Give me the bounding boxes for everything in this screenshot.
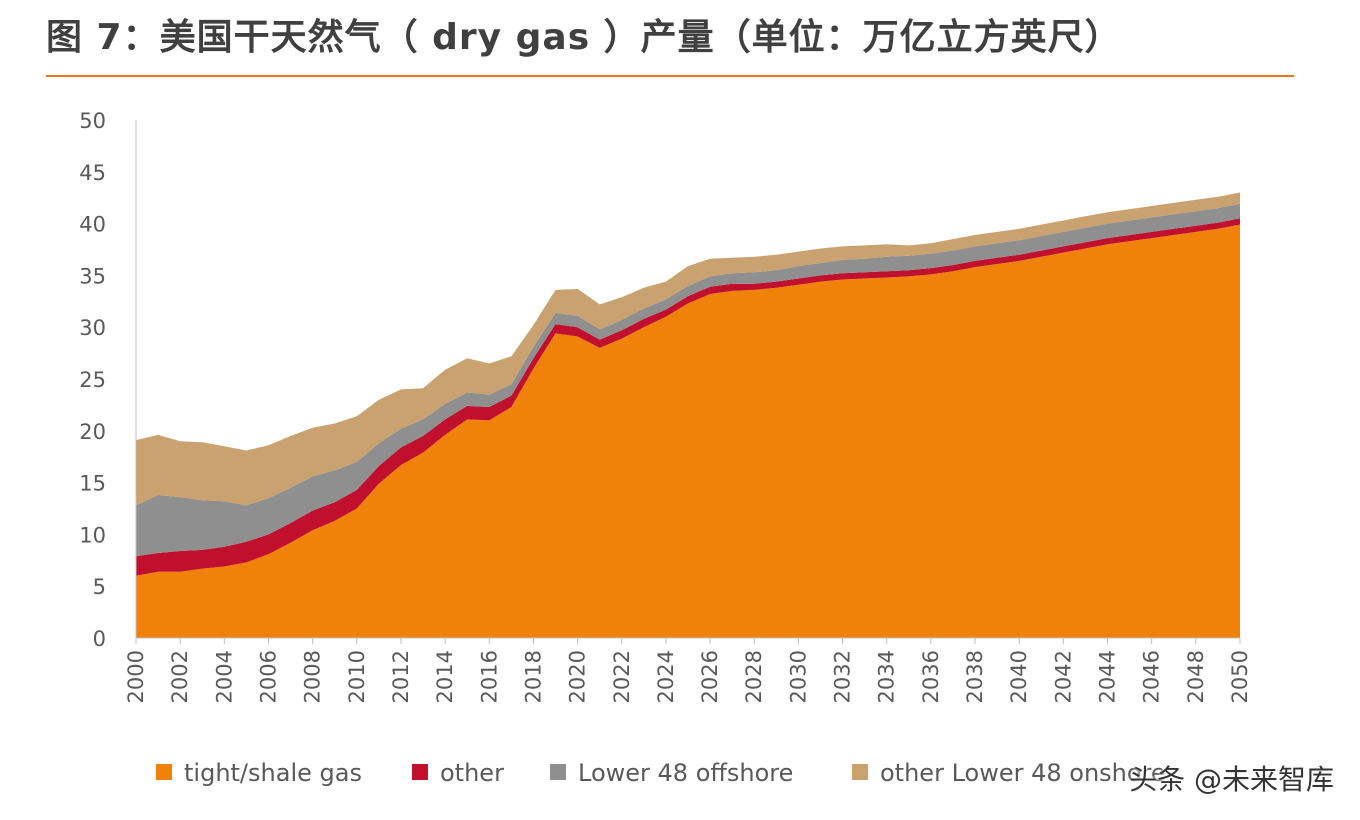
x-tick-label: 2018 xyxy=(521,650,545,703)
legend-swatch-other xyxy=(412,764,428,780)
chart-areas xyxy=(136,192,1240,638)
legend-swatch-lower-48-offshore xyxy=(550,764,566,780)
y-tick-label: 25 xyxy=(79,368,106,392)
x-tick-label: 2036 xyxy=(919,650,943,703)
chart-legend: tight/shale gas other Lower 48 offshore oth… xyxy=(156,759,1166,787)
x-tick-label: 2008 xyxy=(301,650,325,703)
y-tick-label: 35 xyxy=(79,264,106,288)
y-tick-label: 10 xyxy=(79,523,106,547)
legend-swatch-other-lower-48-onshore xyxy=(852,764,868,780)
y-tick-label: 5 xyxy=(93,575,106,599)
y-tick-label: 50 xyxy=(79,109,106,133)
x-tick-label: 2048 xyxy=(1184,650,1208,703)
area-tight-shale-gas xyxy=(136,224,1240,638)
watermark: 头条 @未来智库 xyxy=(1129,763,1334,796)
x-tick-label: 2010 xyxy=(345,650,369,703)
x-tick-label: 2044 xyxy=(1096,650,1120,703)
x-tick-label: 2004 xyxy=(212,650,236,703)
y-tick-label: 20 xyxy=(79,420,106,444)
x-tick-label: 2034 xyxy=(875,650,899,703)
x-tick-label: 2028 xyxy=(742,650,766,703)
title-divider xyxy=(46,75,1294,77)
x-tick-label: 2032 xyxy=(831,650,855,703)
x-tick-label: 2038 xyxy=(963,650,987,703)
x-tick-label: 2024 xyxy=(654,650,678,703)
x-tick-label: 2030 xyxy=(786,650,810,703)
x-tick-label: 2040 xyxy=(1007,650,1031,703)
page-title: 图 7：美国干天然气（ dry gas ）产量（单位：万亿立方英尺） xyxy=(46,17,1122,58)
x-tick-label: 2050 xyxy=(1228,650,1252,703)
y-tick-label: 45 xyxy=(79,161,106,185)
x-tick-label: 2020 xyxy=(566,650,590,703)
x-tick-label: 2002 xyxy=(168,650,192,703)
legend-label-tight-shale-gas: tight/shale gas xyxy=(184,759,362,787)
area-lower-48-offshore xyxy=(136,203,1240,557)
y-tick-label: 15 xyxy=(79,472,106,496)
area-other-lower-48-onshore xyxy=(136,192,1240,506)
y-tick-label: 0 xyxy=(93,627,106,651)
legend-label-lower-48-offshore: Lower 48 offshore xyxy=(578,759,793,787)
x-tick-label: 2022 xyxy=(610,650,634,703)
y-tick-label: 40 xyxy=(79,213,106,237)
x-tick-label: 2000 xyxy=(124,650,148,703)
x-tick-label: 2006 xyxy=(256,650,280,703)
x-tick-label: 2042 xyxy=(1051,650,1075,703)
x-tick-label: 2026 xyxy=(698,650,722,703)
y-tick-label: 30 xyxy=(79,316,106,340)
legend-label-other-lower-48-onshore: other Lower 48 onshore xyxy=(880,759,1166,787)
x-tick-label: 2014 xyxy=(433,650,457,703)
legend-swatch-tight-shale-gas xyxy=(156,764,172,780)
x-tick-label: 2016 xyxy=(477,650,501,703)
chart-axes: 0 5 10 15 20 25 30 35 40 45 50 2000 2002 2004 2006 2008… xyxy=(79,109,1252,703)
legend-label-other: other xyxy=(440,759,504,787)
x-tick-label: 2012 xyxy=(389,650,413,703)
x-tick-label: 2046 xyxy=(1140,650,1164,703)
